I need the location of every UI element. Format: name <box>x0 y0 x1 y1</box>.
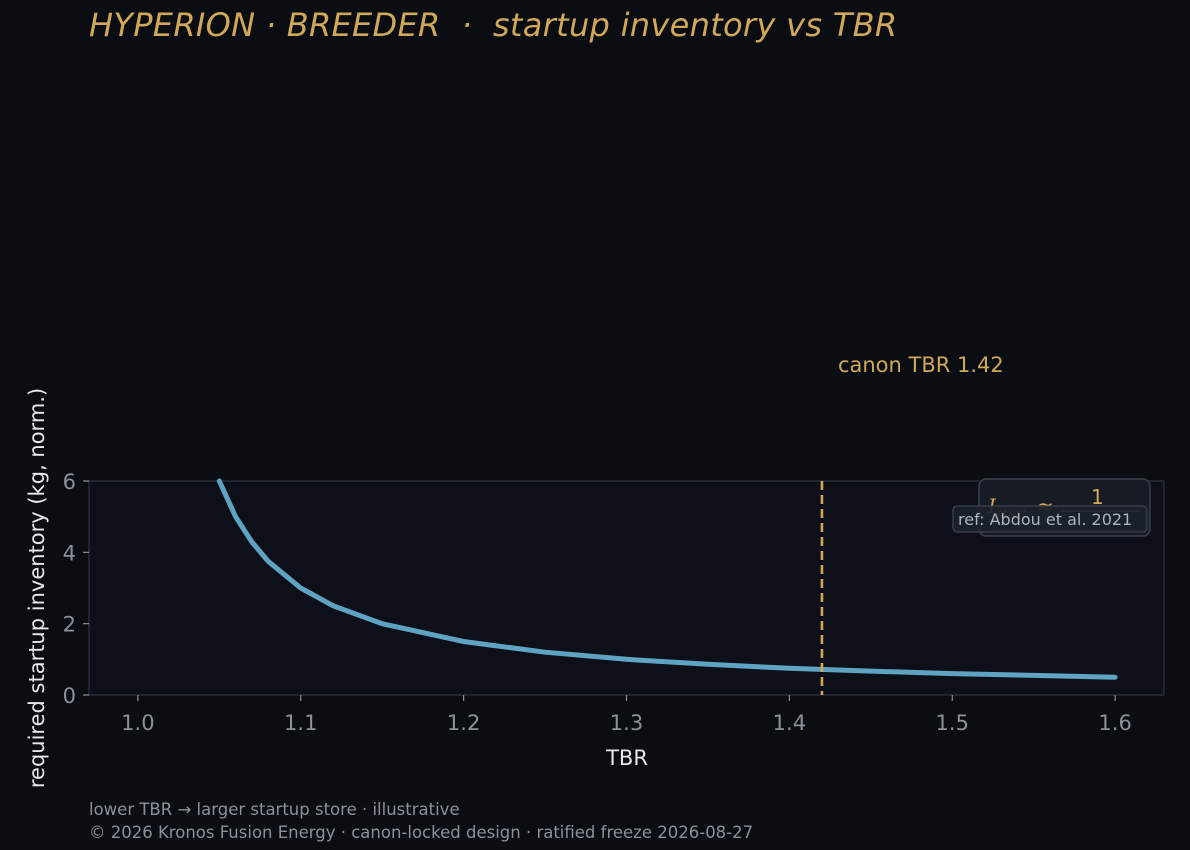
reference-line-label: canon TBR 1.42 <box>838 353 1004 377</box>
x-tick-label: 1.1 <box>284 711 317 735</box>
formula-box: Istart ≈ 1 ref: Abdou et al. 2021 <box>952 478 1151 537</box>
x-tick-label: 1.5 <box>936 711 969 735</box>
y-tick-label: 2 <box>63 613 76 637</box>
y-tick-label: 4 <box>63 541 76 565</box>
y-axis-ticks: 0 2 4 6 <box>63 470 89 708</box>
x-tick-label: 1.3 <box>610 711 643 735</box>
y-tick-label: 0 <box>63 684 76 708</box>
x-tick-label: 1.4 <box>773 711 806 735</box>
reference-citation: ref: Abdou et al. 2021 <box>958 510 1132 529</box>
x-tick-label: 1.0 <box>121 711 154 735</box>
footer-note: lower TBR → larger startup store · illus… <box>89 800 460 819</box>
reference-badge <box>952 505 1148 533</box>
footer-copyright: © 2026 Kronos Fusion Energy · canon-lock… <box>89 823 754 842</box>
x-axis-ticks: 1.0 1.1 1.2 1.3 1.4 1.5 1.6 <box>121 695 1132 735</box>
page-title: HYPERION · BREEDER · startup inventory v… <box>89 6 898 44</box>
y-tick-label: 6 <box>63 470 76 494</box>
x-tick-label: 1.6 <box>1098 711 1131 735</box>
x-axis-label: TBR <box>605 746 648 770</box>
formula-numerator: 1 <box>1091 485 1104 509</box>
series-line <box>216 478 1118 680</box>
x-tick-label: 1.2 <box>447 711 480 735</box>
y-axis-label: required startup inventory (kg, norm.) <box>25 388 49 788</box>
